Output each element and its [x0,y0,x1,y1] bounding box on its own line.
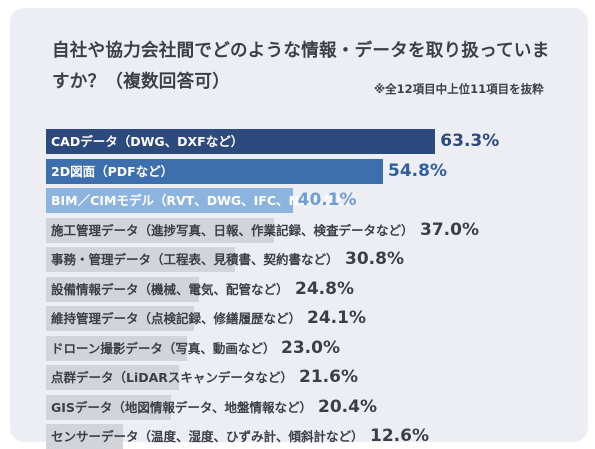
bar-3 [46,188,293,213]
value-label-8: 23.0% [281,337,340,358]
bar-6 [46,276,199,302]
category-label-7: 維持管理データ（点検記録、修繕履歴など） [51,311,302,326]
bar-9 [46,365,179,390]
value-label-2: 54.8% [388,160,447,181]
category-label-1: CADデータ（DWG、DXFなど） [51,134,244,149]
bar-10 [46,394,172,420]
bar-2 [46,158,384,184]
bar-5 [46,247,236,272]
bar-7 [46,306,195,331]
category-label-4: 施工管理データ（進捗写真、日報、作業記録、検査データなど） [51,222,414,238]
value-label-9: 21.6% [299,367,358,387]
category-label-8: ドローン撮影データ（写真、動画など） [51,340,276,356]
value-label-11: 12.6% [370,426,429,446]
bar-4 [46,217,274,243]
value-label-5: 30.8% [345,249,404,269]
category-label-2: 2D図面（PDFなど） [51,163,174,179]
category-label-3: BIM／CIMモデル（RVT、DWG、IFC、NWCなど） [51,193,360,208]
value-label-1: 63.3% [440,131,500,151]
bar-11 [46,424,124,449]
chart-note: ※全12項目中上位11項目を抜粋 [374,82,544,96]
category-label-9: 点群データ（LiDARスキャンデータなど） [51,370,293,385]
bar-8 [46,335,188,361]
value-label-3: 40.1% [297,190,357,210]
value-label-6: 24.8% [295,278,354,299]
value-label-7: 24.1% [307,308,366,328]
value-label-4: 37.0% [420,219,479,240]
value-label-10: 20.4% [318,396,377,417]
category-label-6: 設備情報データ（機械、電気、配管など） [51,281,289,297]
category-label-5: 事務・管理データ（工程表、見積書、契約書など） [51,252,339,267]
chart-title: 自社や協力会社間でどのような情報・データを取り扱っていますか？（複数回答可） [52,41,550,92]
bar-1 [46,129,436,154]
category-label-10: GISデータ（地図情報データ、地盤情報など） [51,399,313,415]
category-label-11: センサーデータ（温度、湿度、ひずみ計、傾斜計など） [51,429,364,444]
